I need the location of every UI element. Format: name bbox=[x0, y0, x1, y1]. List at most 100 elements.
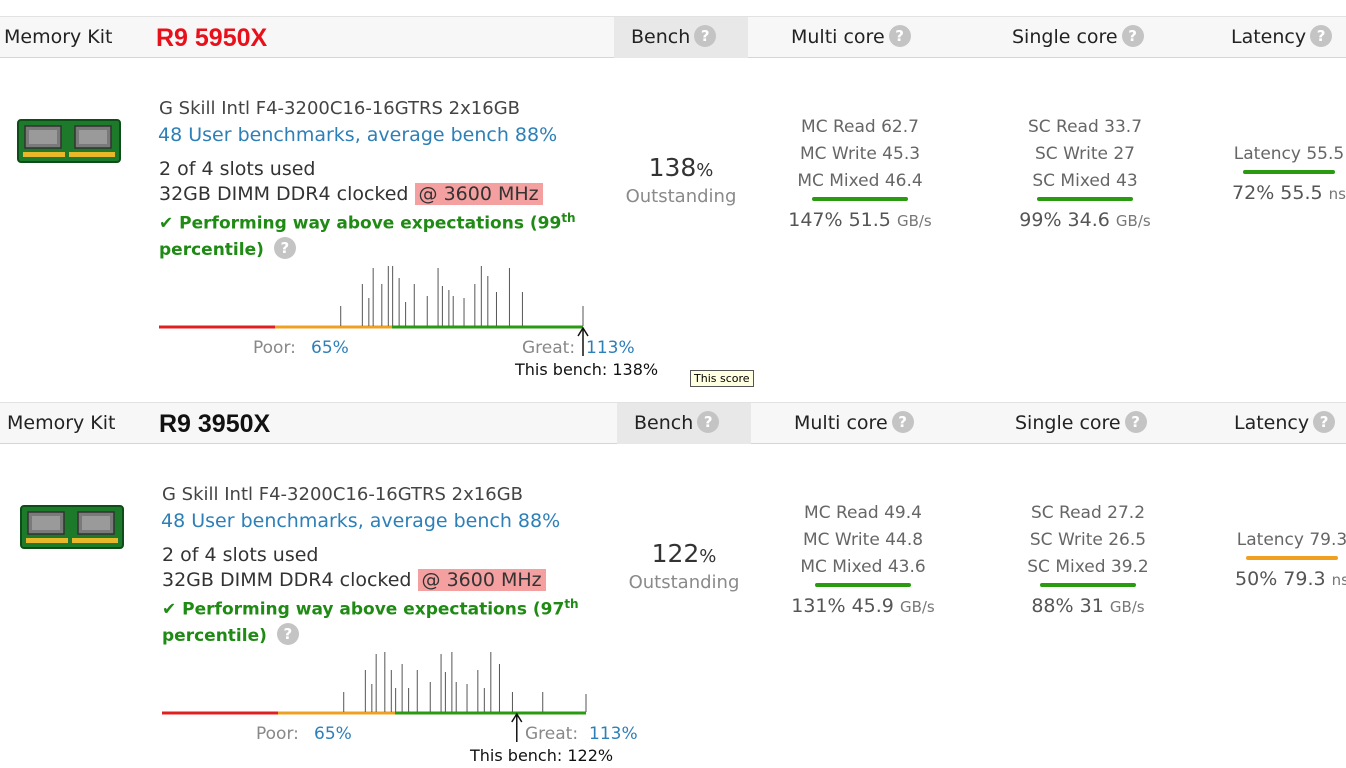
mc-read: MC Read 62.7 bbox=[801, 117, 919, 137]
mc-bar bbox=[812, 197, 908, 201]
latency-bar bbox=[1243, 170, 1335, 174]
help-icon[interactable]: ? bbox=[694, 25, 717, 47]
slots-used: 2 of 4 slots used bbox=[162, 544, 319, 566]
module-clock: 32GB DIMM DDR4 clocked @ 3600 MHz bbox=[162, 569, 546, 591]
great-label: Great: bbox=[522, 338, 576, 358]
bench-score-value: 138 bbox=[648, 153, 697, 182]
bench-score-unit: % bbox=[696, 160, 714, 181]
help-icon[interactable]: ? bbox=[1121, 25, 1144, 47]
slots-used: 2 of 4 slots used bbox=[159, 158, 316, 180]
sc-unit: GB/s bbox=[1115, 212, 1151, 230]
performance-tail: percentile) bbox=[159, 239, 264, 260]
bench-rating: Outstanding bbox=[625, 186, 737, 207]
module-clock: 32GB DIMM DDR4 clocked @ 3600 MHz bbox=[159, 183, 543, 205]
bench-rating: Outstanding bbox=[628, 572, 740, 593]
single-core-header-label: Single core bbox=[1015, 412, 1121, 434]
multi-core-header[interactable]: Multi core? bbox=[794, 403, 914, 444]
multi-core-header-label: Multi core bbox=[791, 26, 885, 48]
sc-read: SC Read 33.7 bbox=[1027, 117, 1143, 137]
single-core-stats: SC Read 27.2 SC Write 26.5 SC Mixed 39.2… bbox=[988, 500, 1188, 617]
poor-value: 65% bbox=[314, 724, 352, 744]
help-icon[interactable]: ? bbox=[891, 411, 914, 433]
distribution-bars bbox=[340, 266, 584, 326]
performance-status: ✔ Performing way above expectations (97t… bbox=[162, 592, 582, 649]
help-icon[interactable]: ? bbox=[697, 411, 720, 433]
mc-write: MC Write 45.3 bbox=[799, 144, 921, 164]
latency-header-label: Latency bbox=[1234, 412, 1310, 434]
bench-header[interactable]: Bench? bbox=[631, 17, 717, 58]
sc-write: SC Write 26.5 bbox=[1029, 530, 1147, 550]
percentile-suffix: th bbox=[561, 211, 576, 225]
performance-status: ✔ Performing way above expectations (99t… bbox=[159, 206, 579, 263]
kit-name: G Skill Intl F4-3200C16-16GTRS 2x16GB bbox=[159, 98, 520, 119]
check-icon: ✔ bbox=[159, 213, 174, 234]
clock-highlight: @ 3600 MHz bbox=[417, 569, 546, 591]
single-core-header[interactable]: Single core? bbox=[1015, 403, 1147, 444]
latency-value: Latency 79.3 bbox=[1236, 530, 1346, 550]
great-value: 113% bbox=[589, 724, 638, 744]
bench-score-value: 122 bbox=[651, 539, 700, 568]
mc-read: MC Read 49.4 bbox=[804, 503, 922, 523]
user-benchmarks-link[interactable]: 48 User benchmarks, average bench 88% bbox=[161, 510, 561, 532]
sc-summary: 99% 34.6 GB/s bbox=[985, 209, 1185, 231]
single-core-header[interactable]: Single core? bbox=[1012, 17, 1144, 58]
help-icon[interactable]: ? bbox=[1310, 25, 1333, 47]
mc-summary: 131% 45.9 GB/s bbox=[763, 595, 963, 617]
latency-stats: Latency 55.5 72% 55.5 ns bbox=[1189, 141, 1346, 204]
latency-header[interactable]: Latency? bbox=[1231, 17, 1333, 58]
latency-summary: 50% 79.3 ns bbox=[1192, 568, 1346, 590]
latency-value: Latency 55.5 bbox=[1233, 144, 1345, 164]
sc-bar bbox=[1040, 583, 1136, 587]
check-icon: ✔ bbox=[162, 599, 177, 620]
poor-value: 65% bbox=[311, 338, 349, 358]
mc-write: MC Write 44.8 bbox=[802, 530, 924, 550]
bench-header-bg bbox=[614, 17, 748, 58]
latency-header[interactable]: Latency? bbox=[1234, 403, 1336, 444]
bench-header[interactable]: Bench? bbox=[634, 403, 720, 444]
cpu-name: R9 3950X bbox=[159, 410, 271, 438]
sc-summary-value: 99% 34.6 bbox=[1019, 209, 1110, 231]
sc-summary-value: 88% 31 bbox=[1031, 595, 1104, 617]
poor-label: Poor: bbox=[256, 724, 299, 744]
distribution-bars bbox=[343, 652, 587, 712]
mc-summary: 147% 51.5 GB/s bbox=[760, 209, 960, 231]
help-icon[interactable]: ? bbox=[1313, 411, 1336, 433]
help-icon[interactable]: ? bbox=[273, 236, 296, 259]
multi-core-stats: MC Read 49.4 MC Write 44.8 MC Mixed 43.6… bbox=[763, 500, 963, 617]
sc-mixed: SC Mixed 39.2 bbox=[1027, 557, 1149, 577]
latency-stats: Latency 79.3 50% 79.3 ns bbox=[1192, 527, 1346, 590]
sc-write: SC Write 27 bbox=[1035, 144, 1135, 164]
bench-score: 122% bbox=[619, 539, 749, 568]
sc-bar bbox=[1037, 197, 1133, 201]
performance-tail: percentile) bbox=[162, 625, 267, 646]
this-bench-marker bbox=[577, 326, 589, 356]
panel-header: Memory Kit R9 3950X Bench? Multi core? S… bbox=[0, 402, 1346, 444]
performance-text: Performing way above expectations (99 bbox=[179, 213, 562, 234]
bench-distribution-chart bbox=[162, 652, 587, 742]
marker-arrowhead bbox=[577, 326, 589, 337]
multi-core-stats: MC Read 62.7 MC Write 45.3 MC Mixed 46.4… bbox=[760, 114, 960, 231]
bench-score-unit: % bbox=[699, 546, 717, 567]
latency-header-label: Latency bbox=[1231, 26, 1307, 48]
help-icon[interactable]: ? bbox=[1124, 411, 1147, 433]
great-value: 113% bbox=[586, 338, 635, 358]
multi-core-header-label: Multi core bbox=[794, 412, 888, 434]
mc-summary-value: 147% 51.5 bbox=[788, 209, 891, 231]
sc-unit: GB/s bbox=[1109, 598, 1145, 616]
bench-header-label: Bench bbox=[631, 26, 691, 48]
percentile-suffix: th bbox=[564, 597, 579, 611]
mc-mixed: MC Mixed 46.4 bbox=[797, 171, 923, 191]
latency-unit: ns bbox=[1328, 185, 1346, 203]
user-benchmarks-link[interactable]: 48 User benchmarks, average bench 88% bbox=[158, 124, 558, 146]
help-icon[interactable]: ? bbox=[276, 622, 299, 645]
this-bench-label: This bench: 122% bbox=[470, 746, 614, 765]
mc-summary-value: 131% 45.9 bbox=[791, 595, 894, 617]
memory-kit-header: Memory Kit bbox=[4, 26, 113, 48]
panel-header: Memory Kit R9 5950X Bench? Multi core? S… bbox=[0, 16, 1346, 58]
bench-header-label: Bench bbox=[634, 412, 694, 434]
multi-core-header[interactable]: Multi core? bbox=[791, 17, 911, 58]
latency-summary-value: 72% 55.5 bbox=[1232, 182, 1323, 204]
kit-name: G Skill Intl F4-3200C16-16GTRS 2x16GB bbox=[162, 484, 523, 505]
sc-summary: 88% 31 GB/s bbox=[988, 595, 1188, 617]
help-icon[interactable]: ? bbox=[888, 25, 911, 47]
